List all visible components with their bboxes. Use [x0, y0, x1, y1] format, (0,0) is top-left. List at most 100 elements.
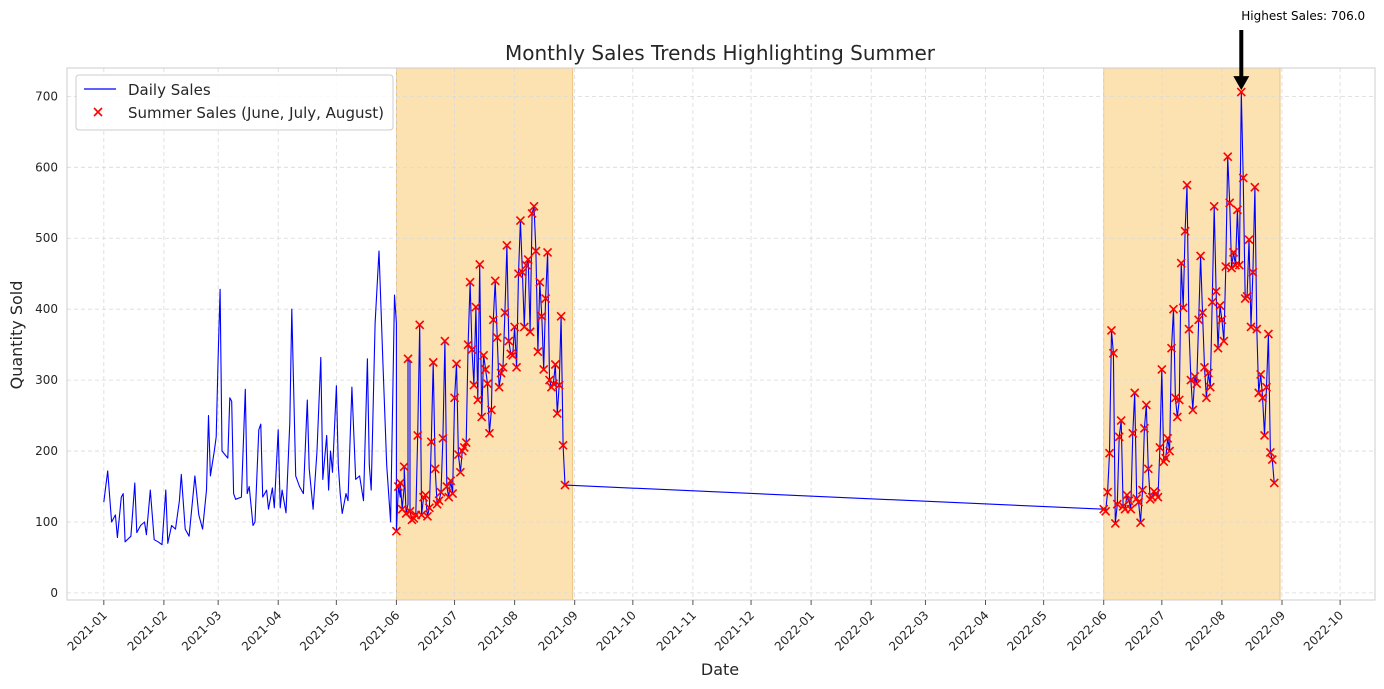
marker-stroke — [500, 308, 510, 318]
summer-sales-marker — [1166, 343, 1177, 353]
summer-sales-marker — [459, 442, 469, 453]
summer-sales-marker — [1182, 180, 1192, 190]
marker-stroke — [1116, 415, 1126, 426]
summer-sales-marker — [1128, 428, 1138, 438]
marker-stroke — [1196, 251, 1206, 261]
summer-sales-marker — [1215, 301, 1225, 311]
marker-stroke — [1265, 447, 1275, 458]
marker-stroke — [1232, 205, 1242, 215]
summer-sales-marker — [1203, 368, 1213, 378]
summer-sales-marker — [455, 467, 465, 477]
summer-sales-marker — [558, 440, 568, 450]
marker-stroke — [504, 336, 514, 346]
summer-sales-marker — [1213, 343, 1223, 353]
marker-stroke — [1215, 301, 1225, 311]
marker-stroke — [1244, 235, 1254, 245]
marker-stroke — [1122, 490, 1132, 500]
summer-sales-marker — [465, 277, 475, 287]
summer-sales-marker — [428, 357, 438, 367]
marker-stroke — [397, 504, 407, 514]
marker-stroke — [1104, 448, 1115, 458]
plot-frame — [66, 67, 1376, 601]
y-tick-label: 100 — [35, 515, 58, 529]
summer-sales-marker — [1126, 504, 1136, 514]
summer-sales-marker — [1225, 198, 1235, 208]
marker-stroke — [496, 368, 506, 378]
marker-stroke — [1238, 173, 1248, 183]
summer-sales-marker — [1172, 412, 1182, 422]
marker-stroke — [1157, 364, 1167, 375]
marker-stroke — [486, 405, 496, 415]
marker-stroke — [1188, 405, 1198, 415]
summer-sales-marker — [1269, 478, 1279, 488]
marker-stroke — [1130, 388, 1140, 398]
summer-sales-marker — [1232, 205, 1242, 215]
marker-stroke — [405, 506, 415, 516]
summer-sales-marker — [1211, 286, 1221, 297]
summer-sales-marker — [467, 345, 477, 355]
marker-stroke — [1155, 442, 1165, 453]
marker-stroke — [1174, 395, 1184, 405]
summer-sales-marker — [1168, 304, 1179, 314]
marker-stroke — [1259, 430, 1270, 441]
summer-sales-marker — [1261, 382, 1272, 392]
marker-stroke — [467, 345, 477, 355]
marker-stroke — [1163, 433, 1173, 443]
summer-sales-marker — [529, 201, 539, 211]
summer-sales-marker — [521, 260, 531, 270]
marker-stroke — [449, 393, 460, 403]
summer-sales-marker — [535, 277, 545, 287]
summer-sales-marker — [471, 302, 481, 312]
summer-sales-marker — [550, 359, 560, 370]
marker-stroke — [537, 311, 547, 321]
marker-stroke — [1161, 453, 1171, 463]
marker-stroke — [395, 478, 405, 488]
marker-stroke — [422, 511, 432, 521]
y-tick-label: 200 — [35, 444, 58, 458]
summer-sales-marker — [449, 393, 460, 403]
marker-stroke — [471, 302, 481, 312]
marker-stroke — [415, 320, 425, 330]
marker-stroke — [399, 462, 409, 472]
marker-stroke — [1126, 504, 1136, 514]
summer-sales-marker — [403, 354, 413, 364]
marker-stroke — [469, 380, 479, 390]
summer-sales-marker — [1122, 490, 1132, 500]
summer-sales-marker — [446, 476, 456, 486]
summer-sales-marker — [502, 240, 512, 250]
summer-sales-marker — [539, 364, 549, 375]
summer-sales-marker — [482, 379, 493, 389]
summer-sales-marker — [1201, 393, 1211, 403]
marker-stroke — [473, 395, 483, 405]
annotation-arrow-head — [1233, 76, 1250, 91]
marker-stroke — [490, 276, 500, 286]
summer-sales-marker — [510, 322, 520, 332]
marker-stroke — [539, 364, 549, 375]
summer-sales-marker — [1137, 485, 1148, 495]
marker-stroke — [475, 259, 485, 270]
marker-stroke — [463, 340, 473, 350]
marker-stroke — [1182, 180, 1192, 190]
summer-highlight-band — [1103, 67, 1281, 601]
summer-sales-marker — [395, 478, 405, 488]
marker-stroke — [1101, 506, 1111, 516]
marker-stroke — [480, 364, 491, 375]
marker-stroke — [413, 430, 423, 441]
summer-sales-marker — [1219, 336, 1229, 346]
marker-stroke — [1209, 201, 1219, 211]
summer-sales-marker-layer — [391, 87, 1279, 536]
marker-stroke — [482, 379, 493, 389]
summer-sales-marker — [541, 293, 551, 304]
summer-sales-marker — [1155, 442, 1165, 453]
marker-stroke — [535, 277, 545, 287]
marker-stroke — [1230, 260, 1241, 270]
chart-title: Monthly Sales Trends Highlighting Summer — [505, 41, 936, 65]
summer-sales-marker — [1192, 379, 1202, 389]
summer-sales-marker — [1242, 291, 1252, 301]
summer-sales-marker — [527, 208, 537, 218]
summer-sales-marker — [498, 362, 508, 372]
marker-stroke — [1139, 423, 1149, 433]
summer-sales-marker — [552, 408, 562, 419]
marker-stroke — [1190, 371, 1200, 382]
